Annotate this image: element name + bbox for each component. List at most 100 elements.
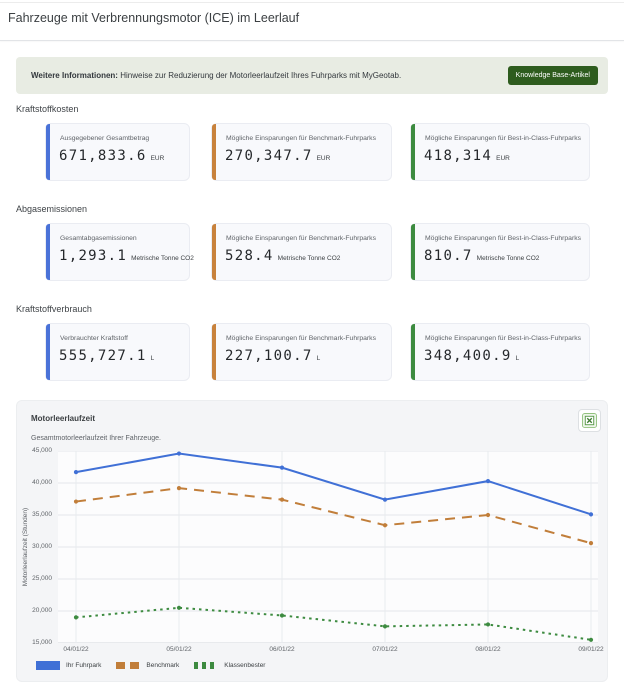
stat-card-total-spent: Ausgegebener Gesamtbetrag 671,833.6 EUR — [45, 123, 190, 181]
legend-swatch — [193, 661, 219, 670]
knowledge-base-button[interactable]: Knowledge Base-Artikel — [508, 66, 598, 85]
data-point — [74, 615, 78, 619]
data-point — [74, 499, 78, 503]
chart-legend: Ihr Fuhrpark Benchmark Klassenbester — [35, 661, 265, 670]
y-tick-label: 30,000 — [32, 543, 52, 550]
info-banner-message: Hinweise zur Reduzierung der Motorleerla… — [120, 71, 401, 80]
x-tick-label: 08/01/22 — [466, 646, 510, 653]
stat-card-benchmark-savings-fuel: Mögliche Einsparungen für Benchmark-Fuhr… — [211, 323, 392, 381]
stat-card-total-emissions: Gesamtabgasemissionen 1,293.1Metrische T… — [45, 223, 190, 281]
card-value: 418,314 — [424, 148, 492, 164]
idle-time-chart-panel: Motorleerlaufzeit Gesamtmotorleerlaufzei… — [16, 400, 608, 682]
card-unit: Metrische Tonne CO2 — [278, 255, 341, 262]
card-unit: EUR — [317, 155, 331, 162]
legend-item-1: Benchmark — [115, 661, 179, 670]
chart-title: Motorleerlaufzeit — [31, 414, 95, 423]
legend-swatch — [115, 661, 141, 670]
x-tick-label: 07/01/22 — [363, 646, 407, 653]
export-chart-button[interactable] — [578, 409, 601, 432]
card-value: 1,293.1 — [59, 248, 127, 264]
card-unit: Metrische Tonne CO2 — [131, 255, 194, 262]
card-value: 555,727.1 — [59, 348, 147, 364]
card-label: Mögliche Einsparungen für Benchmark-Fuhr… — [226, 235, 385, 242]
card-accent-bar — [212, 224, 216, 280]
y-tick-label: 35,000 — [32, 511, 52, 518]
x-axis-ticks: 04/01/2205/01/2206/01/2207/01/2208/01/22… — [58, 646, 598, 656]
data-point — [383, 523, 387, 527]
stat-card-benchmark-savings-emissions: Mögliche Einsparungen für Benchmark-Fuhr… — [211, 223, 392, 281]
card-accent-bar — [46, 324, 50, 380]
excel-icon — [582, 413, 597, 428]
legend-label: Klassenbester — [224, 662, 265, 669]
data-point — [74, 470, 78, 474]
data-point — [589, 512, 593, 516]
card-label: Gesamtabgasemissionen — [60, 235, 183, 242]
data-point — [589, 638, 593, 642]
card-label: Mögliche Einsparungen für Benchmark-Fuhr… — [226, 335, 385, 342]
legend-item-2: Klassenbester — [193, 661, 265, 670]
ice-idling-dashboard: Fahrzeuge mit Verbrennungsmotor (ICE) im… — [0, 0, 624, 689]
x-tick-label: 09/01/22 — [569, 646, 613, 653]
card-unit: EUR — [151, 155, 165, 162]
data-point — [177, 486, 181, 490]
x-tick-label: 05/01/22 — [157, 646, 201, 653]
section-title-fuel-consumption: Kraftstoffverbrauch — [16, 304, 92, 314]
data-point — [486, 513, 490, 517]
stat-card-best-in-class-savings-emissions: Mögliche Einsparungen für Best-in-Class-… — [410, 223, 590, 281]
card-value: 810.7 — [424, 248, 473, 264]
top-hairline — [0, 2, 624, 3]
legend-item-0: Ihr Fuhrpark — [35, 661, 101, 670]
card-accent-bar — [212, 124, 216, 180]
legend-label: Benchmark — [146, 662, 179, 669]
x-tick-label: 06/01/22 — [260, 646, 304, 653]
series-line-1 — [76, 488, 591, 543]
card-value: 528.4 — [225, 248, 274, 264]
card-unit: L — [317, 355, 321, 362]
stat-card-benchmark-savings-cost: Mögliche Einsparungen für Benchmark-Fuhr… — [211, 123, 392, 181]
info-banner-prefix: Weitere Informationen: — [31, 71, 118, 80]
card-unit: Metrische Tonne CO2 — [477, 255, 540, 262]
card-unit: L — [151, 355, 155, 362]
card-label: Mögliche Einsparungen für Best-in-Class-… — [425, 235, 583, 242]
card-label: Ausgegebener Gesamtbetrag — [60, 135, 183, 142]
idle-chart-plot — [58, 451, 598, 643]
data-point — [589, 541, 593, 545]
data-point — [383, 498, 387, 502]
card-label: Mögliche Einsparungen für Benchmark-Fuhr… — [226, 135, 385, 142]
data-point — [280, 466, 284, 470]
x-tick-label: 04/01/22 — [54, 646, 98, 653]
data-point — [486, 479, 490, 483]
card-value: 227,100.7 — [225, 348, 313, 364]
data-point — [177, 451, 181, 455]
y-tick-label: 40,000 — [32, 479, 52, 486]
data-point — [280, 498, 284, 502]
card-label: Verbrauchter Kraftstoff — [60, 335, 183, 342]
card-label: Mögliche Einsparungen für Best-in-Class-… — [425, 335, 583, 342]
data-point — [280, 613, 284, 617]
data-point — [486, 622, 490, 626]
card-accent-bar — [411, 224, 415, 280]
card-value: 348,400.9 — [424, 348, 512, 364]
y-tick-label: 45,000 — [32, 447, 52, 454]
card-accent-bar — [411, 324, 415, 380]
section-title-emissions: Abgasemissionen — [16, 204, 87, 214]
y-axis-ticks: 15,00020,00025,00030,00035,00040,00045,0… — [17, 451, 54, 643]
card-accent-bar — [46, 224, 50, 280]
card-value: 671,833.6 — [59, 148, 147, 164]
data-point — [383, 624, 387, 628]
section-title-fuel-costs: Kraftstoffkosten — [16, 104, 78, 114]
page-title: Fahrzeuge mit Verbrennungsmotor (ICE) im… — [8, 11, 299, 25]
chart-subtitle: Gesamtmotorleerlaufzeit Ihrer Fahrzeuge. — [31, 435, 161, 442]
title-divider — [0, 40, 624, 41]
series-line-2 — [76, 608, 591, 640]
y-tick-label: 20,000 — [32, 607, 52, 614]
stat-card-fuel-used: Verbrauchter Kraftstoff 555,727.1 L — [45, 323, 190, 381]
stat-card-best-in-class-savings-fuel: Mögliche Einsparungen für Best-in-Class-… — [410, 323, 590, 381]
card-accent-bar — [411, 124, 415, 180]
card-accent-bar — [212, 324, 216, 380]
legend-swatch — [35, 661, 61, 670]
series-line-0 — [76, 454, 591, 515]
y-tick-label: 25,000 — [32, 575, 52, 582]
card-unit: EUR — [496, 155, 510, 162]
y-tick-label: 15,000 — [32, 639, 52, 646]
